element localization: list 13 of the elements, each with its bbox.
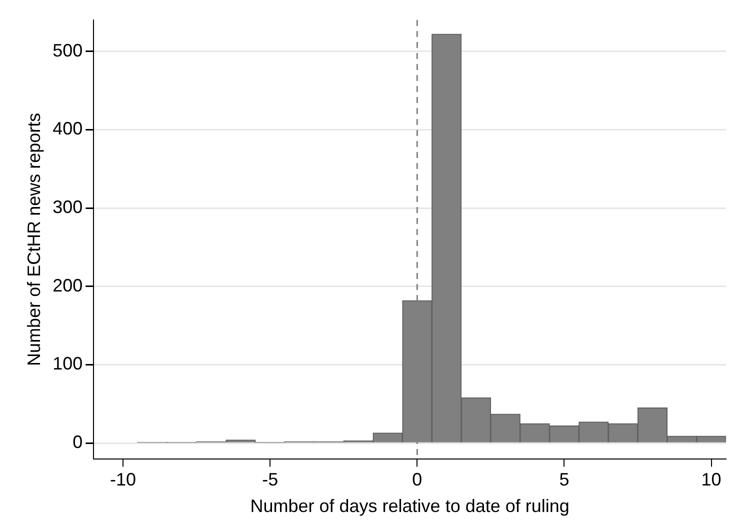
x-tick-label: -5 [262,470,278,490]
y-tick-label: 500 [52,40,83,60]
y-tick-label: 300 [52,197,83,218]
x-tick-label: 0 [412,470,422,490]
x-tick-label: -10 [110,470,136,490]
x-tick-label: 10 [701,470,722,490]
y-tick-label: 0 [72,432,83,452]
x-tick-label: 5 [559,470,570,490]
y-tick-label: 400 [52,118,83,139]
y-axis-title: Number of ECtHR news reports [24,112,44,366]
y-tick-label: 200 [52,275,83,296]
x-axis-title: Number of days relative to date of ruling [250,496,570,516]
y-tick-label: 100 [52,354,83,374]
